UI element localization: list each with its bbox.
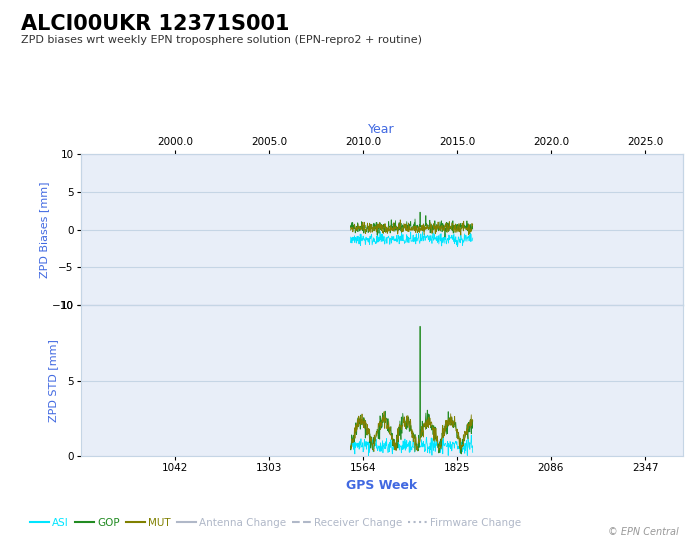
Legend: ASI, GOP, MUT, Antenna Change, Receiver Change, Firmware Change: ASI, GOP, MUT, Antenna Change, Receiver … bbox=[26, 514, 526, 532]
Text: ALCI00UKR 12371S001: ALCI00UKR 12371S001 bbox=[21, 14, 290, 33]
Text: © EPN Central: © EPN Central bbox=[608, 527, 679, 537]
X-axis label: Year: Year bbox=[368, 123, 395, 136]
Text: ZPD biases wrt weekly EPN troposphere solution (EPN-repro2 + routine): ZPD biases wrt weekly EPN troposphere so… bbox=[21, 35, 422, 45]
X-axis label: GPS Week: GPS Week bbox=[346, 479, 417, 492]
Y-axis label: ZPD STD [mm]: ZPD STD [mm] bbox=[48, 339, 57, 422]
Y-axis label: ZPD Biases [mm]: ZPD Biases [mm] bbox=[39, 181, 49, 278]
